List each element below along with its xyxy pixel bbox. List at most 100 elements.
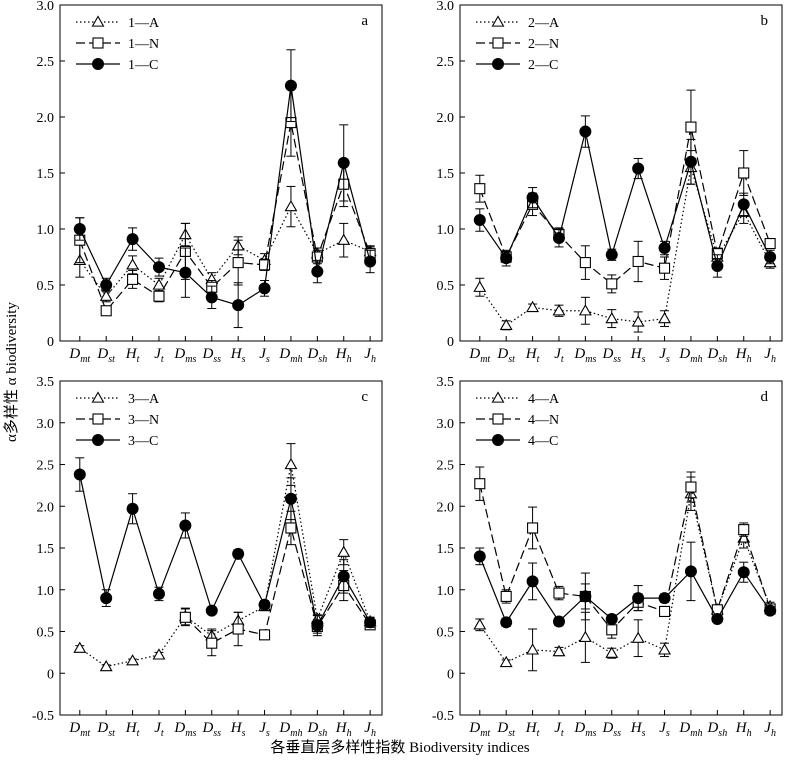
y-tick-label: 3.0 [437, 417, 455, 432]
x-tick-label: Dms [573, 720, 596, 739]
x-tick-label: Js [259, 346, 270, 365]
data-point [527, 522, 539, 534]
x-tick-label: Dms [173, 720, 196, 739]
data-point [526, 300, 540, 313]
legend-marker [92, 58, 104, 70]
y-tick-label: 1.5 [437, 542, 455, 557]
y-tick-label: 1.5 [37, 167, 55, 182]
y-tick-label: 3.0 [37, 417, 55, 432]
data-point [311, 619, 324, 632]
y-tick-label: 1.0 [37, 223, 55, 238]
series-line [479, 167, 771, 327]
data-point [500, 252, 513, 265]
data-point [100, 592, 113, 605]
series-line [479, 131, 771, 268]
legend-label: 1—N [128, 37, 159, 52]
legend-label: 4—C [528, 434, 558, 449]
data-point [337, 156, 350, 169]
series-line [479, 493, 771, 664]
legend-marker [92, 413, 104, 425]
data-point [631, 315, 645, 327]
data-point [526, 643, 540, 655]
y-tick-label: 2.5 [437, 55, 455, 70]
y-tick-label: 0.5 [437, 626, 455, 641]
legend-entry: 4—A [476, 391, 560, 407]
x-tick-label: Jh [764, 720, 776, 739]
panel-label: a [361, 13, 368, 29]
data-point [474, 478, 486, 490]
legend-label: 1—A [128, 16, 160, 31]
series-circle [73, 49, 377, 329]
series-triangle [73, 443, 377, 672]
x-tick-label: Dmh [678, 720, 702, 739]
data-point [473, 550, 486, 563]
data-point [232, 623, 244, 635]
y-tick-label: 0 [47, 667, 54, 682]
panel-label: c [361, 389, 368, 405]
y-tick-label: 3.0 [37, 0, 55, 14]
data-point [552, 231, 565, 244]
legend-marker [91, 15, 105, 27]
legend-marker [492, 434, 504, 446]
y-tick-label: 2.0 [437, 500, 455, 515]
data-point [606, 624, 618, 636]
data-point [632, 255, 644, 268]
data-point [658, 605, 671, 618]
legend-marker [492, 58, 504, 70]
y-tick-label: 1.0 [437, 223, 455, 238]
data-point [232, 547, 245, 560]
data-point [364, 255, 377, 268]
data-point [499, 655, 513, 668]
data-point [606, 278, 618, 290]
data-point [711, 612, 724, 625]
series-line [79, 474, 371, 628]
x-tick-label: Dms [573, 346, 596, 365]
x-tick-label: Js [659, 720, 670, 739]
legend-entry: 2—C [476, 58, 558, 73]
data-point [552, 304, 566, 316]
x-tick-label: Dsh [706, 346, 727, 365]
data-point [232, 257, 244, 269]
series-square [74, 88, 376, 317]
x-tick-label: Dmh [278, 720, 302, 739]
x-tick-label: Dmt [68, 346, 90, 365]
data-point [100, 305, 112, 317]
legend-label: 2—C [528, 58, 558, 73]
x-tick-label: Dsh [306, 720, 327, 739]
series-circle [73, 457, 377, 637]
y-axis-title: α多样性 α biodiversity [3, 302, 20, 442]
x-tick-label: Hh [735, 346, 752, 365]
y-tick-label: 0 [447, 667, 454, 682]
data-point [579, 590, 592, 603]
data-point [631, 631, 645, 643]
data-point [579, 125, 592, 138]
data-point [311, 265, 324, 278]
data-point [684, 155, 697, 168]
data-point [632, 592, 645, 605]
data-point [337, 545, 351, 557]
legend-label: 2—N [528, 37, 559, 52]
legend-entry: 4—N [476, 413, 559, 428]
y-tick-label: 2.5 [37, 459, 55, 474]
legend-label: 1—C [128, 58, 158, 73]
legend-marker [91, 391, 105, 403]
data-point [658, 242, 671, 255]
series-triangle [473, 150, 777, 333]
x-tick-label: Dss [601, 720, 621, 739]
data-point [526, 191, 539, 204]
x-tick-label: Dss [201, 720, 221, 739]
data-point [605, 248, 618, 261]
data-point [258, 282, 271, 295]
data-point [632, 162, 645, 175]
y-tick-label: 0 [47, 335, 54, 350]
data-point [100, 279, 113, 291]
legend-entry: 1—C [76, 58, 158, 73]
y-tick-label: 3.5 [437, 375, 455, 390]
data-point [684, 565, 697, 578]
data-point [337, 233, 351, 245]
data-point [126, 654, 140, 666]
data-point [738, 524, 750, 536]
data-point [205, 604, 218, 617]
data-point [658, 311, 671, 324]
data-point [99, 659, 113, 672]
